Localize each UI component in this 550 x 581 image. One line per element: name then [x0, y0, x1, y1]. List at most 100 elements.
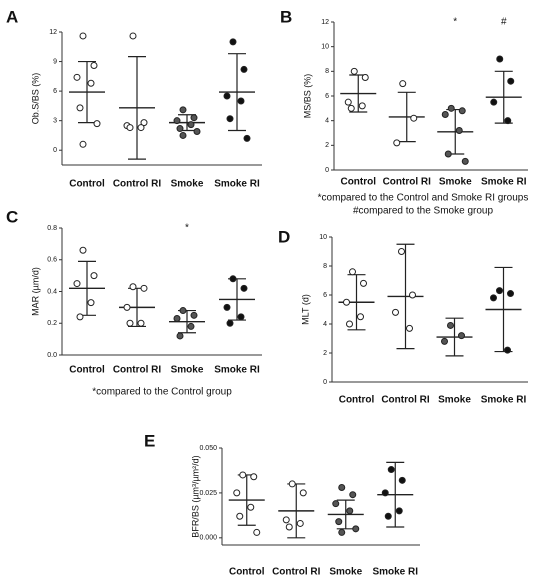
- note: *compared to the Control and Smoke RI gr…: [318, 193, 529, 204]
- data-point: [240, 65, 248, 73]
- data-point: [338, 528, 346, 536]
- x-tick-label: Control: [339, 395, 375, 406]
- data-point: [458, 107, 466, 115]
- x-tick-label: Smoke: [171, 179, 204, 190]
- data-point: [392, 308, 399, 316]
- data-point: [296, 519, 304, 527]
- data-point: [409, 291, 416, 299]
- data-point: [357, 313, 364, 321]
- data-point: [87, 79, 95, 87]
- data-point: [441, 111, 449, 118]
- data-point: [173, 314, 181, 322]
- data-point: [496, 287, 503, 295]
- data-point: [444, 150, 452, 158]
- data-point: [285, 523, 293, 531]
- y-tick-label: 0: [53, 147, 57, 154]
- data-point: [237, 313, 245, 321]
- data-point: [490, 294, 497, 302]
- data-point: [282, 516, 290, 524]
- y-tick-label: 0.050: [199, 445, 217, 452]
- data-point: [496, 55, 504, 63]
- panel-label: B: [280, 7, 292, 26]
- note: *compared to the Control group: [92, 387, 232, 398]
- x-tick-label: Smoke RI: [214, 365, 260, 376]
- y-tick-label: 0.0: [47, 352, 57, 359]
- data-point: [347, 104, 355, 112]
- data-point: [236, 512, 244, 520]
- y-tick-label: 0: [323, 379, 327, 386]
- y-tick-label: 0.025: [199, 490, 217, 497]
- x-tick-label: Smoke: [438, 395, 471, 406]
- data-point: [229, 38, 237, 46]
- x-tick-label: Control RI: [381, 395, 430, 406]
- data-point: [229, 275, 237, 283]
- data-point: [76, 313, 84, 321]
- y-axis-label: MLT (d): [300, 294, 310, 325]
- data-point: [250, 473, 258, 481]
- data-point: [350, 67, 358, 75]
- data-point: [361, 74, 369, 81]
- y-tick-label: 0: [325, 167, 329, 174]
- panel-label: E: [144, 431, 155, 450]
- y-tick-label: 6: [53, 88, 57, 95]
- y-tick-label: 10: [319, 234, 327, 241]
- data-point: [239, 471, 247, 479]
- data-point: [140, 119, 148, 127]
- data-point: [93, 120, 101, 128]
- data-point: [384, 512, 392, 520]
- data-point: [288, 480, 296, 488]
- annotation: *: [185, 223, 189, 234]
- data-point: [360, 279, 367, 287]
- data-point: [226, 115, 234, 123]
- data-point: [352, 525, 360, 533]
- data-point: [406, 324, 413, 332]
- data-point: [90, 61, 98, 69]
- data-point: [129, 283, 137, 291]
- data-point: [190, 311, 198, 319]
- data-point: [176, 125, 184, 133]
- y-tick-label: 10: [321, 44, 329, 51]
- data-point: [79, 140, 87, 148]
- y-tick-label: 4: [325, 118, 329, 125]
- data-point: [346, 320, 353, 328]
- y-tick-label: 0.2: [47, 320, 57, 327]
- data-point: [179, 131, 187, 139]
- y-tick-label: 2: [323, 350, 327, 357]
- x-tick-label: Smoke: [439, 177, 472, 188]
- data-point: [332, 500, 340, 508]
- y-axis-label: MAR (µm/d): [30, 267, 40, 316]
- data-point: [126, 124, 134, 132]
- data-point: [410, 114, 418, 122]
- data-point: [338, 484, 346, 492]
- y-axis-label: MS/BS (%): [302, 74, 312, 119]
- x-tick-label: Smoke RI: [372, 567, 418, 578]
- y-tick-label: 8: [325, 68, 329, 75]
- data-point: [226, 319, 234, 327]
- data-point: [358, 102, 366, 110]
- y-tick-label: 6: [323, 292, 327, 299]
- x-tick-label: Control RI: [113, 179, 162, 190]
- data-point: [398, 248, 405, 255]
- x-tick-label: Control: [229, 567, 265, 578]
- data-point: [137, 124, 145, 132]
- y-tick-label: 4: [323, 321, 327, 328]
- data-point: [247, 503, 255, 511]
- data-point: [455, 127, 463, 135]
- data-point: [73, 73, 81, 81]
- data-point: [299, 489, 307, 497]
- data-point: [76, 104, 84, 112]
- data-point: [344, 98, 352, 106]
- data-point: [126, 319, 134, 327]
- panel-label: A: [6, 7, 18, 26]
- x-tick-label: Control: [69, 365, 105, 376]
- data-point: [447, 104, 455, 112]
- x-tick-label: Control RI: [383, 177, 432, 188]
- data-point: [243, 134, 251, 142]
- data-point: [507, 77, 515, 85]
- data-point: [240, 284, 248, 292]
- y-tick-label: 12: [49, 29, 57, 36]
- x-tick-label: Smoke RI: [481, 395, 527, 406]
- data-point: [335, 518, 343, 526]
- data-point: [393, 139, 401, 147]
